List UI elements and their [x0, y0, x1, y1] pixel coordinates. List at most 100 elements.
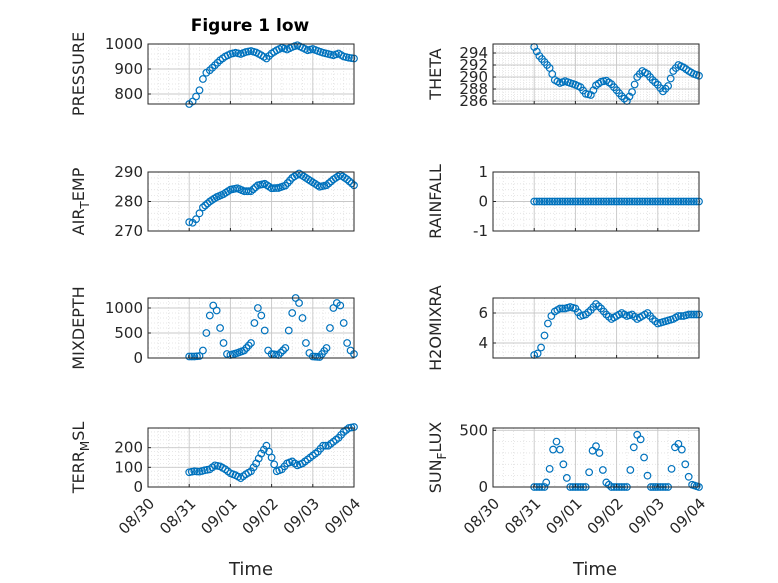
series-markers	[530, 197, 703, 206]
data-point	[538, 197, 546, 206]
data-point	[257, 449, 266, 458]
data-point	[195, 352, 204, 360]
x-tick-label: 09/03	[625, 495, 668, 538]
data-point	[322, 344, 331, 352]
data-point	[648, 197, 657, 206]
data-point	[684, 472, 693, 481]
data-point	[687, 310, 696, 319]
subplot-1: 800 900 1000 PRESSURE	[69, 32, 358, 116]
data-point	[558, 197, 567, 206]
data-point	[620, 94, 629, 103]
data-point	[295, 299, 303, 307]
y-tick-label: 270	[114, 222, 143, 240]
data-point	[556, 304, 564, 313]
x-tick-label: 08/31	[156, 495, 199, 538]
data-point	[664, 82, 672, 90]
data-point	[322, 181, 331, 190]
data-point	[208, 63, 217, 72]
y-tick-label: 0	[133, 478, 143, 496]
data-point	[298, 314, 307, 322]
data-point	[253, 304, 262, 312]
data-point	[594, 197, 603, 206]
data-point	[684, 197, 693, 206]
data-point	[242, 344, 251, 352]
x-tick-label: 09/01	[197, 495, 240, 538]
axes-box	[147, 297, 355, 359]
data-point	[638, 197, 647, 206]
data-point	[689, 197, 698, 206]
data-point	[604, 197, 613, 206]
data-point	[556, 197, 564, 206]
data-point	[216, 324, 225, 332]
y-tick-label: 288	[459, 80, 488, 98]
x-tick-label: 09/02	[584, 495, 627, 538]
subplot-6: 4 6 H2OMIXRA	[426, 285, 703, 371]
data-point	[615, 197, 624, 206]
data-point	[684, 310, 693, 319]
data-point	[247, 339, 255, 347]
data-point	[563, 197, 572, 206]
data-point	[674, 197, 683, 206]
data-point	[533, 349, 542, 358]
data-point	[202, 329, 211, 337]
data-point	[199, 75, 207, 83]
data-point	[553, 197, 562, 206]
subplot-4: -1 0 1 RAINFALL	[426, 163, 703, 240]
data-point	[223, 350, 231, 358]
data-point	[623, 197, 631, 206]
y-axis-label: AIRTEMP	[69, 167, 92, 235]
data-point	[193, 467, 201, 476]
data-point	[545, 197, 554, 206]
data-point	[267, 453, 276, 462]
data-point	[276, 348, 285, 357]
data-point	[648, 76, 657, 84]
data-point	[530, 197, 539, 206]
data-point	[659, 197, 667, 206]
y-axis-label: H2OMIXRA	[426, 285, 445, 371]
data-point	[633, 197, 642, 206]
data-point	[566, 197, 575, 206]
y-axis-label: RAINFALL	[426, 164, 445, 239]
y-tick-label: 4	[478, 334, 488, 352]
data-point	[592, 442, 600, 451]
y-axis-label: PRESSURE	[69, 32, 88, 116]
data-point	[537, 343, 545, 352]
data-point	[240, 346, 249, 355]
y-tick-label: 0	[478, 478, 488, 496]
data-point	[664, 197, 672, 206]
y-tick-label: 1000	[105, 35, 143, 53]
data-point	[288, 309, 297, 317]
data-point	[281, 181, 290, 190]
data-point	[543, 197, 551, 206]
data-point	[682, 197, 691, 206]
data-point	[247, 467, 255, 476]
data-point	[584, 197, 593, 206]
data-point	[345, 177, 354, 186]
data-point	[689, 310, 698, 319]
data-point	[205, 66, 214, 75]
data-point	[677, 445, 686, 454]
data-point	[687, 197, 696, 206]
data-point	[635, 197, 644, 206]
data-point	[589, 197, 598, 206]
data-point	[643, 197, 652, 206]
data-point	[283, 179, 292, 187]
data-point	[545, 464, 554, 473]
data-point	[302, 339, 310, 347]
x-tick-label: 08/31	[501, 495, 544, 538]
data-point	[556, 445, 564, 454]
y-tick-label: 292	[459, 56, 488, 74]
data-point	[532, 197, 541, 206]
data-point	[626, 466, 635, 474]
data-point	[199, 346, 207, 355]
subplot-3: 270 280 290 AIRTEMP	[69, 163, 358, 240]
y-tick-label: -1	[473, 222, 488, 240]
data-point	[249, 185, 258, 194]
data-point	[653, 197, 662, 206]
x-tick-label: 09/01	[542, 495, 585, 538]
data-point	[612, 197, 621, 206]
series-markers	[185, 423, 358, 483]
data-point	[674, 439, 683, 448]
plot-area	[148, 428, 354, 487]
